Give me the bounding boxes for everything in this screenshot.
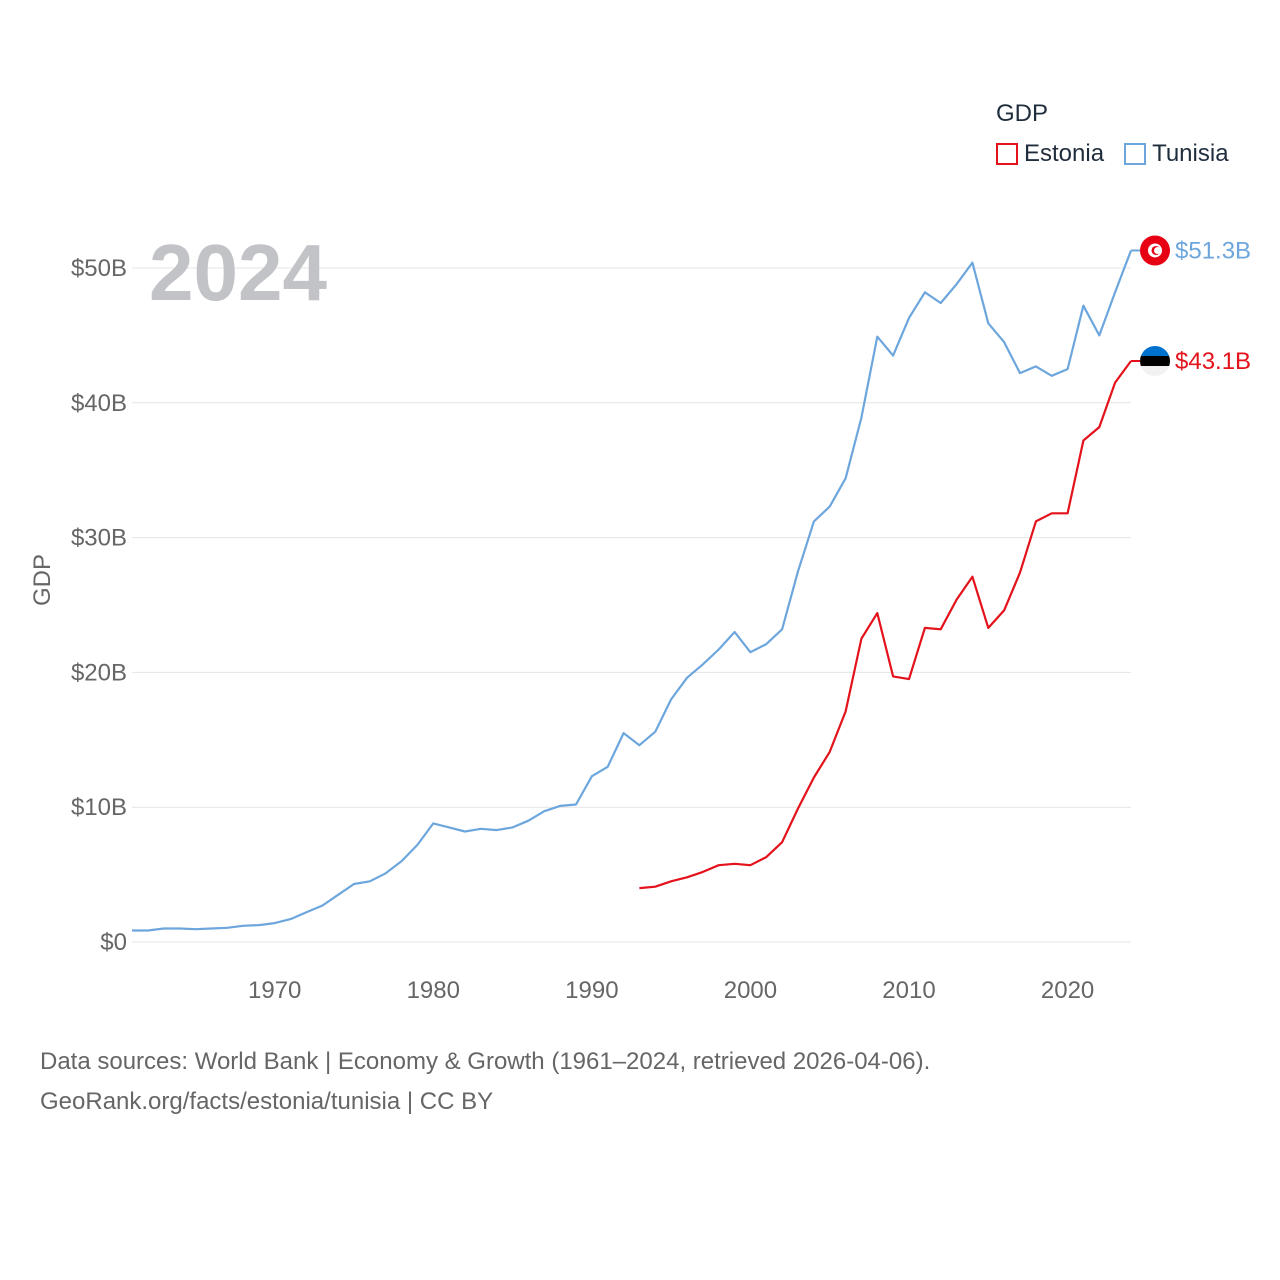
footer: Data sources: World Bank | Economy & Gro… <box>40 1042 930 1122</box>
y-tick-label: $40B <box>71 390 127 417</box>
x-axis-ticks: 1970 1980 1990 2000 2010 2020 <box>248 977 1094 1004</box>
legend-item-estonia[interactable]: Estonia <box>996 140 1104 168</box>
year-watermark: 2024 <box>149 228 327 317</box>
x-tick-label: 2020 <box>1041 977 1094 1004</box>
data-sources-text: Data sources: World Bank | Economy & Gro… <box>40 1048 931 1075</box>
y-axis-label: GDP <box>29 554 56 606</box>
series-line-tunisia <box>132 250 1133 932</box>
x-tick-label: 2000 <box>724 977 777 1004</box>
estonia-flag-black <box>1140 356 1170 367</box>
y-axis-ticks: $0 $10B $20B $30B $40B $50B <box>71 255 127 956</box>
legend-label-tunisia: Tunisia <box>1152 140 1229 167</box>
legend-swatch-estonia <box>996 143 1018 165</box>
attribution-text: GeoRank.org/facts/estonia/tunisia | CC B… <box>40 1088 494 1115</box>
end-value-label-estonia: $43.1B <box>1175 348 1251 375</box>
gridlines <box>132 267 1131 943</box>
legend-label-estonia: Estonia <box>1024 140 1105 167</box>
series-line-estonia <box>639 360 1132 890</box>
y-tick-label: $20B <box>71 659 127 686</box>
tunisia-flag-crescent-cut <box>1154 246 1161 254</box>
x-tick-label: 1990 <box>565 977 618 1004</box>
x-tick-label: 1970 <box>248 977 301 1004</box>
estonia-flag-white <box>1140 366 1170 377</box>
x-tick-label: 1980 <box>407 977 460 1004</box>
gdp-line-chart: 2024 $0 $10B $20B $30B $40B $50B 1970 1980 1990… <box>29 228 1251 1004</box>
y-tick-label: $0 <box>100 929 127 956</box>
estonia-flag-blue <box>1140 346 1170 357</box>
legend-swatch-tunisia <box>1124 143 1147 165</box>
y-tick-label: $30B <box>71 525 127 552</box>
tunisia-flag-icon <box>1140 235 1170 266</box>
estonia-flag-icon <box>1140 346 1170 377</box>
end-labels: $51.3B $43.1B <box>1140 235 1251 377</box>
legend-item-tunisia[interactable]: Tunisia <box>1124 140 1229 168</box>
y-tick-label: $50B <box>71 255 127 282</box>
y-tick-label: $10B <box>71 794 127 821</box>
legend-title: GDP <box>996 100 1049 127</box>
legend: GDP Estonia Tunisia <box>996 100 1229 168</box>
series-lines <box>132 249 1140 932</box>
x-tick-label: 2010 <box>882 977 935 1004</box>
end-value-label-tunisia: $51.3B <box>1175 237 1251 264</box>
